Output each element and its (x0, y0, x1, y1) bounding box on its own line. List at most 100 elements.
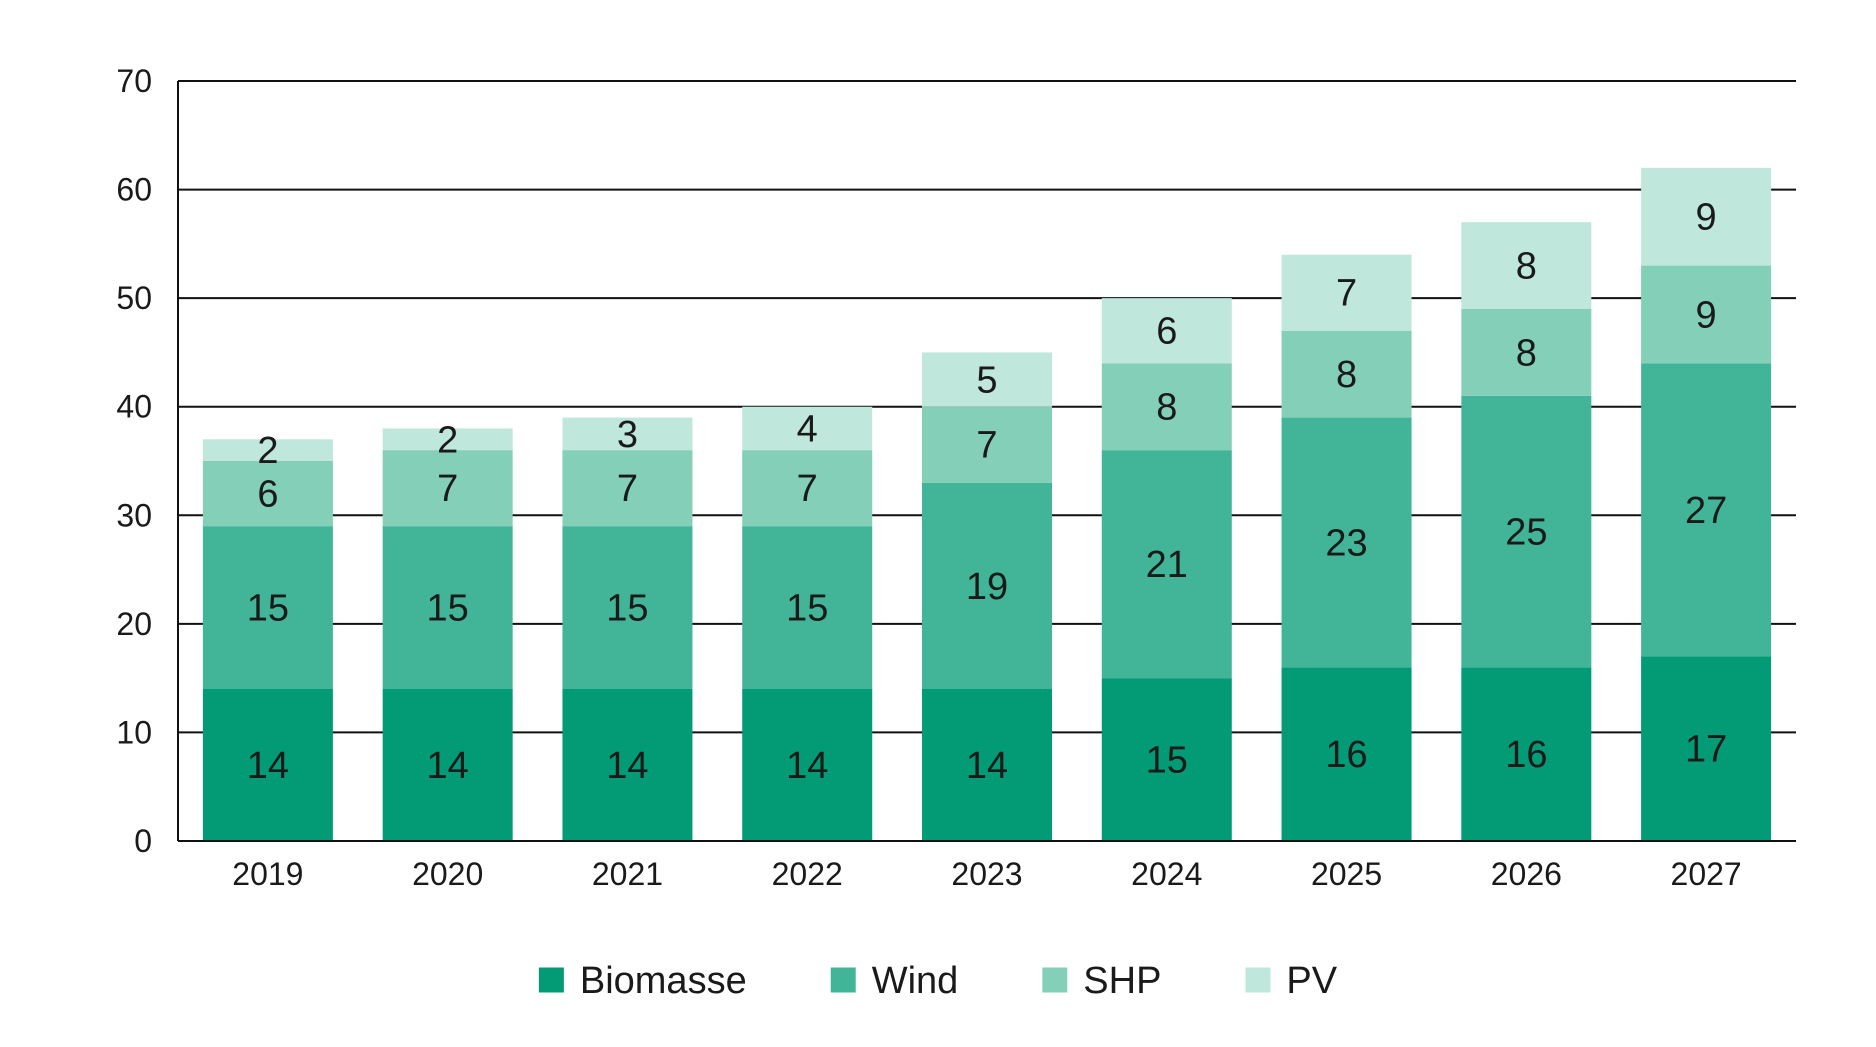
data-label-biomasse-2024: 15 (1146, 740, 1188, 782)
bar-segment-shp-2019 (202, 461, 333, 527)
data-label-shp-2025: 8 (1336, 354, 1357, 396)
bar-segment-biomasse-2023 (922, 689, 1052, 841)
bar-segment-wind-2019 (202, 526, 333, 689)
data-label-biomasse-2026: 16 (1505, 734, 1547, 776)
data-label-wind-2024: 21 (1146, 544, 1188, 586)
bar-segment-pv-2024 (1101, 298, 1232, 364)
bar-segment-shp-2026 (1461, 309, 1592, 396)
bar-segment-shp-2024 (1101, 363, 1232, 451)
bar-segment-biomasse-2020 (382, 689, 513, 841)
legend-swatch (830, 967, 856, 993)
data-label-pv-2020: 2 (437, 419, 458, 461)
data-label-wind-2021: 15 (606, 588, 648, 630)
bar-segment-pv-2020 (382, 428, 513, 451)
data-label-pv-2023: 5 (976, 360, 997, 402)
legend-swatch (538, 967, 564, 993)
bar-segment-wind-2025 (1281, 417, 1412, 668)
legend-item-biomasse: Biomasse (538, 960, 747, 1002)
data-label-shp-2019: 6 (257, 474, 278, 516)
y-tick-label: 10 (116, 714, 152, 750)
bar-segment-shp-2027 (1641, 265, 1772, 364)
bar-segment-pv-2026 (1461, 222, 1592, 309)
x-tick-label: 2020 (412, 856, 483, 892)
bar-segment-wind-2022 (742, 526, 873, 689)
data-label-wind-2022: 15 (786, 588, 828, 630)
x-tick-label: 2022 (772, 856, 843, 892)
bar-segment-biomasse-2026 (1461, 667, 1592, 841)
bar-segment-pv-2021 (562, 417, 693, 451)
data-label-wind-2020: 15 (427, 588, 469, 630)
bar-segment-biomasse-2024 (1101, 678, 1232, 841)
bar-segment-wind-2026 (1461, 395, 1592, 668)
data-label-wind-2026: 25 (1505, 512, 1547, 554)
bar-segment-biomasse-2025 (1281, 667, 1412, 841)
data-label-biomasse-2027: 17 (1685, 729, 1727, 771)
legend-swatch (1245, 967, 1271, 993)
x-tick-label: 2027 (1671, 856, 1742, 892)
data-label-biomasse-2022: 14 (786, 745, 828, 787)
bar-segment-pv-2022 (742, 406, 873, 451)
data-label-biomasse-2019: 14 (247, 745, 289, 787)
bars (202, 167, 1772, 841)
bar-segment-wind-2023 (922, 482, 1052, 689)
bar-segment-wind-2021 (562, 526, 693, 689)
data-label-biomasse-2023: 14 (966, 745, 1008, 787)
bar-segment-shp-2021 (562, 450, 693, 527)
data-label-shp-2024: 8 (1156, 387, 1177, 429)
bar-segment-pv-2023 (922, 352, 1052, 407)
bar-segment-biomasse-2022 (742, 689, 873, 841)
bar-segment-wind-2020 (382, 526, 513, 689)
data-label-wind-2025: 23 (1325, 522, 1367, 564)
legend-swatch (1042, 967, 1068, 993)
legend-item-shp: SHP (1042, 960, 1161, 1002)
y-tick-label: 30 (116, 497, 152, 533)
data-label-shp-2021: 7 (617, 468, 638, 510)
legend: Biomasse Wind SHP PV (538, 960, 1338, 1002)
x-tick-label: 2023 (951, 856, 1022, 892)
data-label-pv-2024: 6 (1156, 311, 1177, 353)
x-tick-label: 2025 (1311, 856, 1382, 892)
data-label-wind-2027: 27 (1685, 490, 1727, 532)
data-labels: 1415621415721415731415741419751521861623… (247, 197, 1728, 787)
bar-segment-shp-2023 (922, 406, 1052, 483)
bar-segment-pv-2025 (1281, 254, 1412, 331)
bar-segment-pv-2027 (1641, 167, 1772, 266)
data-label-pv-2026: 8 (1516, 246, 1537, 288)
data-label-shp-2026: 8 (1516, 332, 1537, 374)
data-label-wind-2023: 19 (966, 566, 1008, 608)
data-label-pv-2021: 3 (617, 414, 638, 456)
data-label-wind-2019: 15 (247, 588, 289, 630)
legend-item-wind: Wind (830, 960, 959, 1002)
bar-segment-biomasse-2019 (202, 689, 333, 841)
data-label-pv-2025: 7 (1336, 273, 1357, 315)
x-tick-label: 2021 (592, 856, 663, 892)
bar-segment-pv-2019 (202, 439, 333, 461)
bar-segment-wind-2027 (1641, 363, 1772, 657)
legend-label: PV (1286, 960, 1337, 1002)
x-tick-label: 2026 (1491, 856, 1562, 892)
y-tick-label: 60 (116, 172, 152, 208)
bar-segment-shp-2022 (742, 450, 873, 527)
x-tick-label: 2019 (232, 856, 303, 892)
legend-label: SHP (1083, 960, 1161, 1002)
bar-segment-biomasse-2021 (562, 689, 693, 841)
legend-item-pv: PV (1245, 960, 1338, 1002)
axes: 0 10 20 30 40 50 60 70 2019 2020 2021 2022 2023 2024 2… (116, 63, 1796, 892)
data-label-pv-2022: 4 (797, 408, 818, 450)
bar-segment-shp-2020 (382, 450, 513, 527)
y-tick-label: 70 (116, 63, 152, 99)
legend-label: Biomasse (580, 960, 747, 1002)
data-label-biomasse-2025: 16 (1325, 734, 1367, 776)
data-label-shp-2027: 9 (1696, 294, 1717, 336)
data-label-shp-2022: 7 (797, 468, 818, 510)
data-label-pv-2019: 2 (257, 430, 278, 472)
data-label-shp-2023: 7 (976, 425, 997, 467)
bar-segment-biomasse-2027 (1641, 656, 1772, 841)
data-label-pv-2027: 9 (1696, 197, 1717, 239)
y-tick-label: 40 (116, 389, 152, 425)
y-tick-label: 50 (116, 280, 152, 316)
bar-segment-wind-2024 (1101, 450, 1232, 679)
legend-label: Wind (872, 960, 959, 1002)
